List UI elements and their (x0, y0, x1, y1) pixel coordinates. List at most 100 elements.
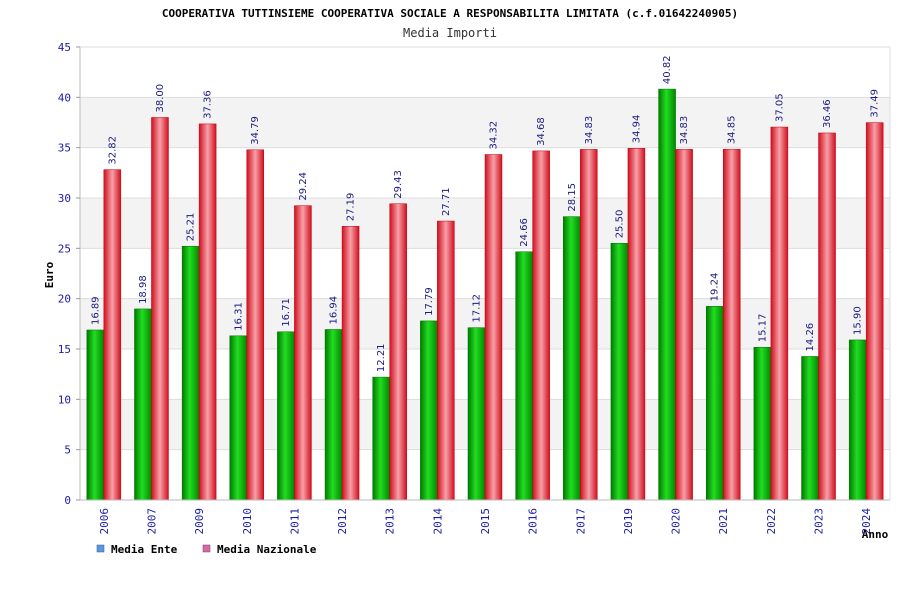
bar-media-ente (134, 308, 152, 501)
data-label: 12.21 (376, 343, 387, 372)
data-label: 14.26 (805, 323, 816, 352)
bar-media-ente (563, 216, 581, 501)
x-tick-label: 2022 (765, 508, 778, 535)
bar-media-nazionale (675, 149, 693, 501)
data-label: 25.21 (186, 213, 197, 242)
data-label: 36.46 (822, 99, 833, 128)
axes (79, 46, 891, 501)
x-tick-label: 2006 (98, 508, 111, 535)
bar-media-nazionale (103, 169, 122, 501)
bar-media-nazionale (389, 203, 407, 501)
bar-media-ente (420, 320, 438, 501)
data-label: 15.17 (757, 314, 768, 343)
data-label: 27.19 (346, 193, 357, 222)
x-tick-label: 2010 (241, 508, 254, 535)
x-axis-label: Anno (862, 528, 889, 541)
y-tick-label: 10 (58, 393, 71, 406)
data-label: 32.82 (107, 136, 118, 165)
x-tick-label: 2021 (717, 508, 730, 535)
bar-media-ente (610, 243, 629, 501)
y-tick-label: 45 (58, 41, 71, 54)
bar-media-nazionale (246, 149, 265, 501)
data-label: 25.50 (614, 210, 625, 239)
bar-media-nazionale (151, 117, 169, 501)
data-label: 16.31 (233, 302, 244, 331)
bar-media-ente (229, 335, 248, 501)
x-tick-label: 2019 (622, 508, 635, 535)
bar-media-ente (705, 306, 724, 501)
bars (86, 88, 884, 501)
y-tick-label: 25 (58, 242, 71, 255)
data-label: 19.24 (710, 273, 721, 302)
bar-media-nazionale (722, 148, 741, 501)
data-label: 27.71 (441, 187, 452, 216)
bar-media-ente (372, 376, 390, 501)
chart-title: COOPERATIVA TUTTINSIEME COOPERATIVA SOCI… (162, 7, 738, 20)
data-label: 34.32 (489, 121, 500, 150)
data-label: 18.98 (138, 275, 149, 304)
x-tick-label: 2012 (336, 508, 349, 535)
bar-media-ente (658, 88, 676, 501)
bar-media-ente (277, 331, 295, 501)
x-tick-label: 2014 (431, 508, 444, 535)
bar-media-nazionale (198, 123, 217, 501)
bar-media-ente (848, 339, 867, 501)
data-label: 34.83 (679, 116, 690, 145)
data-label: 34.85 (727, 116, 738, 145)
data-label: 17.79 (424, 287, 435, 316)
y-tick-label: 30 (58, 192, 71, 205)
x-tick-label: 2024 (860, 508, 873, 535)
legend-swatch (202, 544, 211, 553)
data-label: 38.00 (155, 84, 166, 113)
x-tick-label: 2023 (813, 508, 826, 535)
x-tick-labels: 2006 2007 2009 2010 2011 2012 2013 2014 2015 2016… (98, 508, 873, 535)
y-tick-label: 0 (64, 494, 71, 507)
bar-media-nazionale (627, 148, 646, 501)
bar-media-nazionale (818, 132, 836, 501)
y-tick-label: 20 (58, 293, 71, 306)
bar-media-nazionale (580, 149, 598, 501)
legend-swatch (96, 544, 105, 553)
data-label: 15.90 (853, 306, 864, 335)
y-tick-label: 15 (58, 343, 71, 356)
y-tick-label: 40 (58, 91, 71, 104)
data-label: 37.36 (203, 90, 214, 119)
y-tick-labels: 0 5 10 15 20 25 30 35 40 45 (58, 41, 80, 507)
chart-subtitle: Media Importi (403, 26, 497, 40)
data-label: 37.05 (774, 93, 785, 122)
data-label: 24.66 (519, 218, 530, 247)
legend-label: Media Ente (111, 543, 178, 556)
y-tick-label: 35 (58, 142, 71, 155)
data-label: 29.24 (298, 172, 309, 201)
data-label: 34.83 (584, 116, 595, 145)
bar-media-ente (801, 356, 819, 501)
bar-media-nazionale (532, 150, 550, 501)
data-label: 29.43 (393, 170, 404, 199)
bar-media-nazionale (437, 220, 455, 501)
data-label: 16.89 (90, 296, 101, 325)
x-tick-label: 2020 (670, 508, 683, 535)
bar-media-nazionale (341, 226, 360, 501)
bar-media-ente (324, 329, 343, 501)
data-label: 34.94 (631, 115, 642, 144)
bar-media-nazionale (865, 122, 884, 501)
x-tick-label: 2015 (479, 508, 492, 535)
data-label: 16.94 (329, 296, 340, 325)
data-label: 17.12 (472, 294, 483, 323)
bar-media-ente (86, 329, 105, 501)
data-label: 16.71 (281, 298, 292, 327)
bar-media-ente (515, 251, 533, 501)
x-tick-label: 2016 (527, 508, 540, 535)
legend-label: Media Nazionale (217, 543, 317, 556)
x-tick-label: 2017 (574, 508, 587, 535)
data-label: 34.79 (250, 116, 261, 145)
x-tick-label: 2013 (384, 508, 397, 535)
bar-media-nazionale (484, 154, 503, 501)
legend: Media Ente Media Nazionale (96, 543, 317, 556)
plot-band (80, 47, 890, 98)
data-label: 40.82 (662, 55, 673, 84)
data-label: 28.15 (567, 183, 578, 212)
data-label: 37.49 (870, 89, 881, 118)
